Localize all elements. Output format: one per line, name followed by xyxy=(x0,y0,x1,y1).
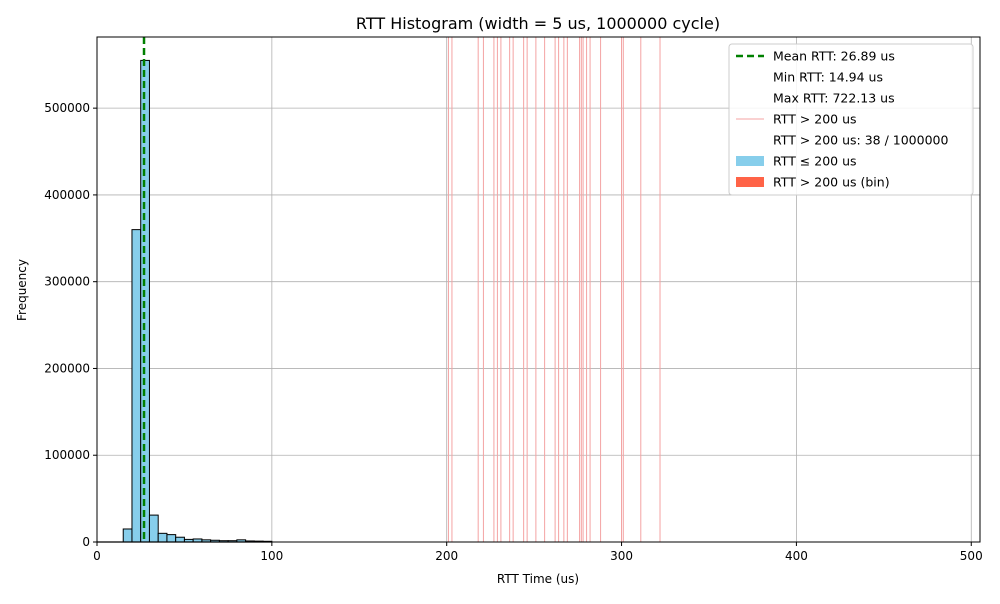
y-tick-label: 0 xyxy=(82,535,90,549)
x-axis-label: RTT Time (us) xyxy=(497,572,579,586)
histogram-bar xyxy=(166,534,177,543)
histogram-bar xyxy=(131,229,142,543)
legend-box xyxy=(728,43,974,196)
x-tick-label: 0 xyxy=(93,549,101,563)
plot-frame xyxy=(96,36,981,543)
histogram-bar xyxy=(157,532,168,543)
legend: Mean RTT: 26.89 us Min RTT: 14.94 us Max R… xyxy=(728,43,974,196)
x-tick-label: 300 xyxy=(610,549,633,563)
y-axis-label: Frequency xyxy=(15,259,29,321)
y-tick-label: 300000 xyxy=(44,275,90,289)
legend-label: Max RTT: 722.13 us xyxy=(773,91,895,106)
legend-patch-marker xyxy=(736,156,764,166)
legend-items: Mean RTT: 26.89 us Min RTT: 14.94 us Max R… xyxy=(736,49,948,190)
legend-label: RTT > 200 us: 38 / 1000000 xyxy=(773,133,948,148)
legend-label: RTT > 200 us xyxy=(773,112,857,127)
histogram-bar xyxy=(122,528,133,543)
histogram-bar xyxy=(175,536,185,543)
legend-patch-marker xyxy=(736,177,764,187)
x-tick-label: 500 xyxy=(960,549,983,563)
y-tick-label: 200000 xyxy=(44,361,90,375)
y-tick-label: 500000 xyxy=(44,101,90,115)
chart-title: RTT Histogram (width = 5 us, 1000000 cyc… xyxy=(356,14,720,33)
x-tick-label: 200 xyxy=(435,549,458,563)
y-tick-label: 400000 xyxy=(44,188,90,202)
x-tick-label: 100 xyxy=(260,549,283,563)
legend-label: RTT > 200 us (bin) xyxy=(773,175,890,190)
outlier-lines-layer xyxy=(447,37,661,542)
y-tick-label: 100000 xyxy=(44,448,90,462)
histogram-bar xyxy=(148,514,159,543)
ticks-layer: 0 100 200 300 400 500 0 100000 200000 300000 40000… xyxy=(44,101,983,563)
legend-label: Min RTT: 14.94 us xyxy=(773,70,883,85)
legend-label: RTT ≤ 200 us xyxy=(773,154,857,169)
x-tick-label: 400 xyxy=(785,549,808,563)
legend-label: Mean RTT: 26.89 us xyxy=(773,49,895,64)
